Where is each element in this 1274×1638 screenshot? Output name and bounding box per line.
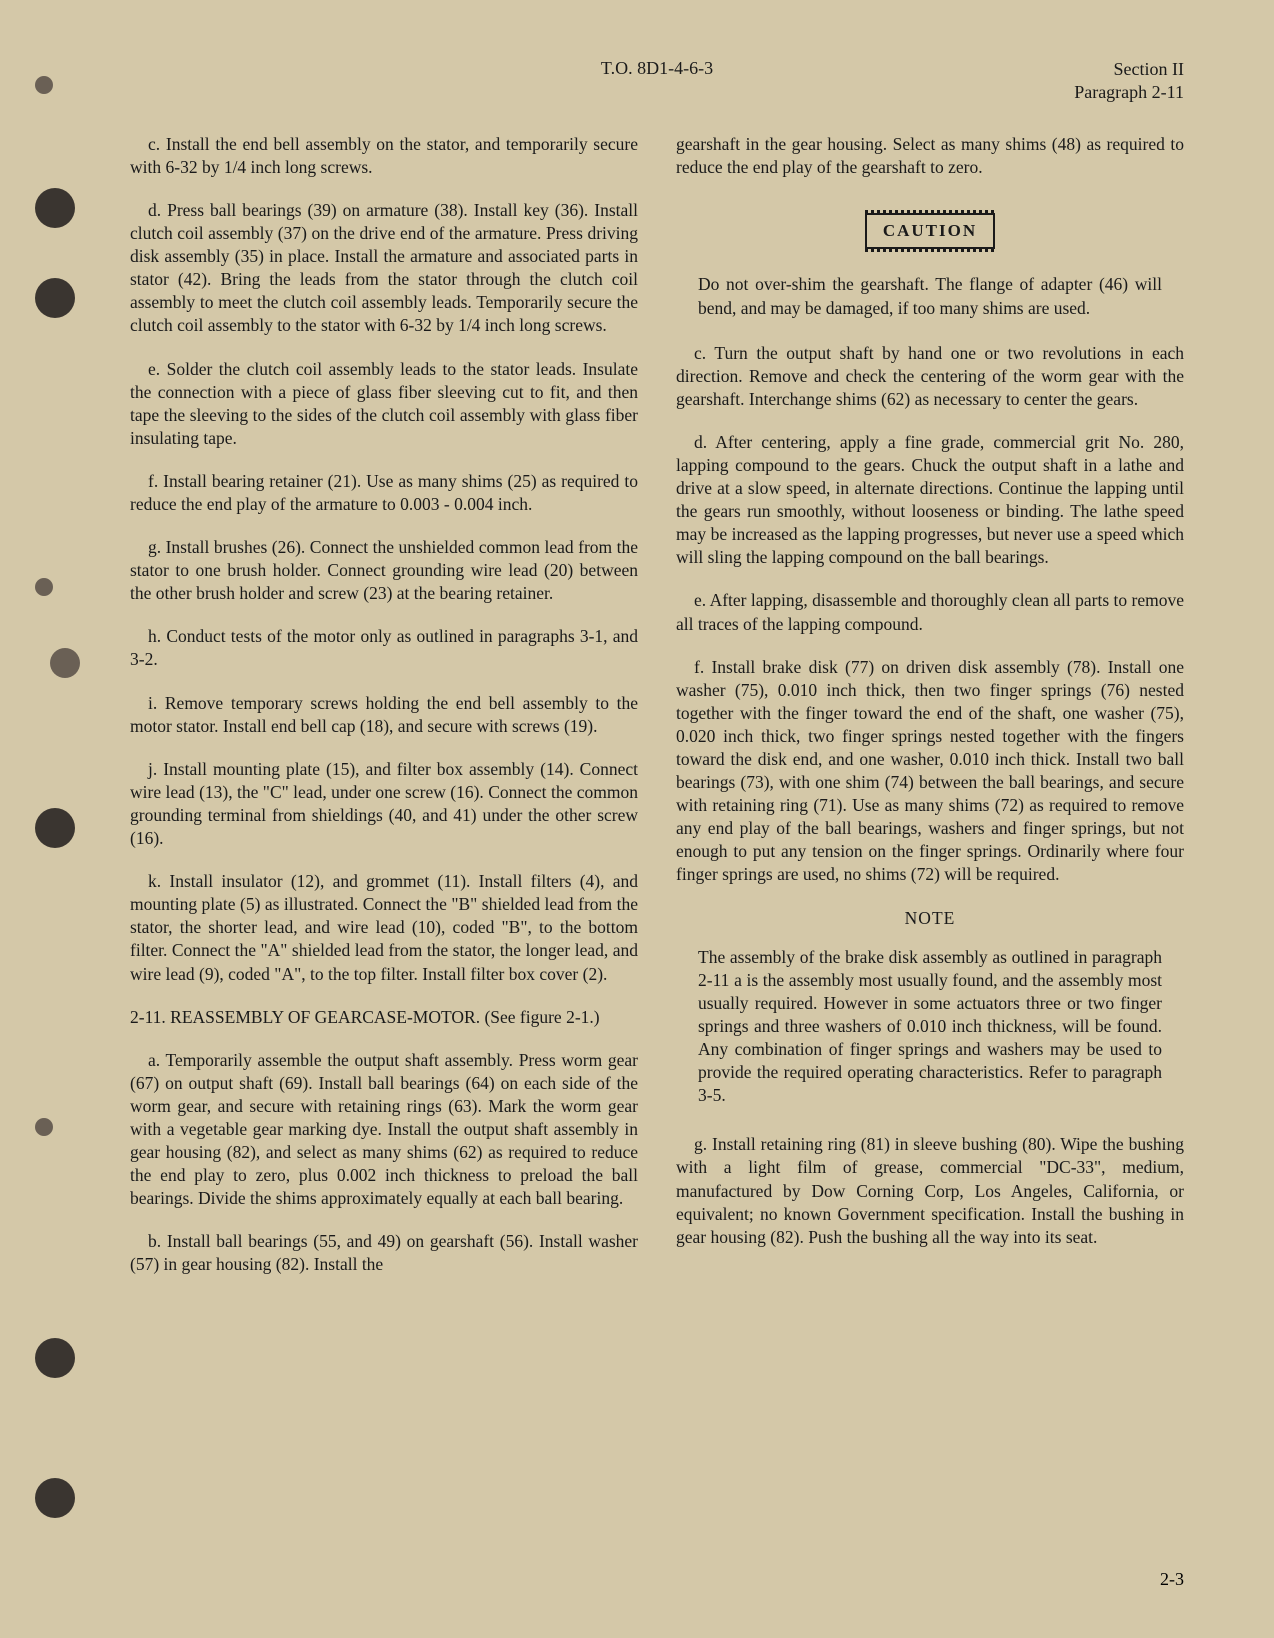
paragraph-h: h. Conduct tests of the motor only as ou… — [130, 625, 638, 671]
binder-hole — [35, 1118, 53, 1136]
section-label: Section II — [1074, 58, 1184, 81]
binder-hole — [35, 278, 75, 318]
binder-hole — [35, 578, 53, 596]
paragraph-d: d. Press ball bearings (39) on armature … — [130, 199, 638, 338]
note-label: NOTE — [676, 907, 1184, 930]
paragraph-f2: f. Install brake disk (77) on driven dis… — [676, 656, 1184, 887]
paragraph-j: j. Install mounting plate (15), and filt… — [130, 758, 638, 850]
paragraph-k: k. Install insulator (12), and grommet (… — [130, 870, 638, 985]
paragraph-c2: c. Turn the output shaft by hand one or … — [676, 342, 1184, 411]
paragraph-g: g. Install brushes (26). Connect the uns… — [130, 536, 638, 605]
content-columns: c. Install the end bell assembly on the … — [130, 133, 1184, 1297]
paragraph-b: b. Install ball bearings (55, and 49) on… — [130, 1230, 638, 1276]
left-column: c. Install the end bell assembly on the … — [130, 133, 638, 1297]
note-text: The assembly of the brake disk assembly … — [698, 946, 1162, 1108]
binder-hole — [35, 1338, 75, 1378]
paragraph-g2: g. Install retaining ring (81) in sleeve… — [676, 1133, 1184, 1248]
paragraph-c: c. Install the end bell assembly on the … — [130, 133, 638, 179]
page-header: T.O. 8D1-4-6-3 Section II Paragraph 2-11 — [130, 58, 1184, 105]
caution-text: Do not over-shim the gearshaft. The flan… — [698, 273, 1162, 319]
paragraph-label: Paragraph 2-11 — [1074, 81, 1184, 104]
right-column: gearshaft in the gear housing. Select as… — [676, 133, 1184, 1297]
paragraph-d2: d. After centering, apply a fine grade, … — [676, 431, 1184, 570]
binder-hole — [35, 76, 53, 94]
paragraph-continuation: gearshaft in the gear housing. Select as… — [676, 133, 1184, 179]
paragraph-a: a. Temporarily assemble the output shaft… — [130, 1049, 638, 1211]
doc-number: T.O. 8D1-4-6-3 — [601, 58, 713, 79]
binder-hole — [50, 648, 80, 678]
caution-label: CAUTION — [865, 213, 995, 249]
binder-hole — [35, 1478, 75, 1518]
paragraph-f: f. Install bearing retainer (21). Use as… — [130, 470, 638, 516]
page-number: 2-3 — [1160, 1569, 1184, 1590]
caution-container: CAUTION — [676, 199, 1184, 267]
binder-hole — [35, 808, 75, 848]
binder-hole — [35, 188, 75, 228]
page-container: T.O. 8D1-4-6-3 Section II Paragraph 2-11… — [130, 58, 1184, 1598]
section-title: 2-11. REASSEMBLY OF GEARCASE-MOTOR. (See… — [130, 1006, 638, 1029]
paragraph-i: i. Remove temporary screws holding the e… — [130, 692, 638, 738]
paragraph-e: e. Solder the clutch coil assembly leads… — [130, 358, 638, 450]
paragraph-e2: e. After lapping, disassemble and thorou… — [676, 589, 1184, 635]
